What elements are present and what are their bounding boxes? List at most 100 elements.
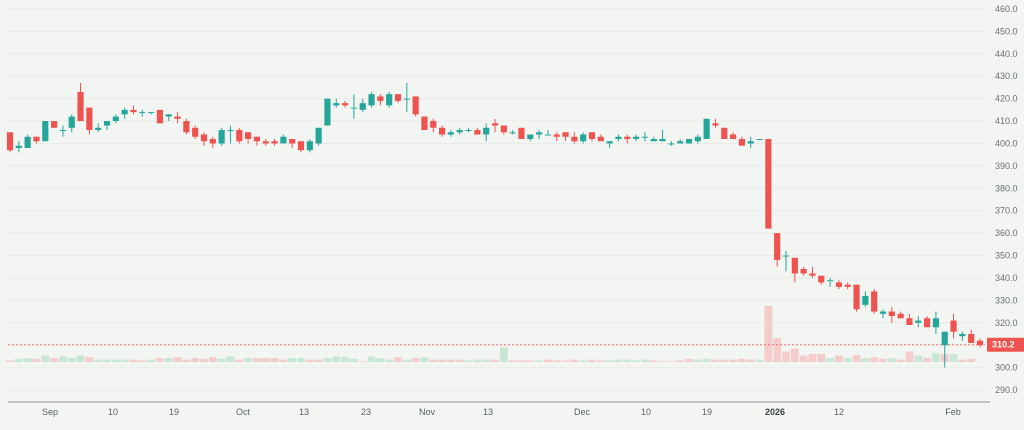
candle-body[interactable] <box>421 116 428 131</box>
candle-body[interactable] <box>553 134 560 137</box>
candle-body[interactable] <box>59 130 66 132</box>
candle-body[interactable] <box>844 284 851 287</box>
candle-body[interactable] <box>130 109 137 113</box>
candle-body[interactable] <box>465 130 472 132</box>
candle-body[interactable] <box>121 109 128 115</box>
candle-body[interactable] <box>15 145 22 148</box>
candle-body[interactable] <box>959 333 966 337</box>
candle-body[interactable] <box>33 136 40 142</box>
candle-body[interactable] <box>871 291 878 312</box>
candle-body[interactable] <box>906 318 913 326</box>
candle-body[interactable] <box>447 132 454 135</box>
candle-body[interactable] <box>809 273 816 276</box>
candle-body[interactable] <box>394 94 402 101</box>
candle-body[interactable] <box>474 130 481 135</box>
candle-body[interactable] <box>500 125 507 133</box>
candle-body[interactable] <box>659 138 666 142</box>
candle-body[interactable] <box>694 136 701 142</box>
candle-body[interactable] <box>271 141 278 144</box>
price-axis[interactable]: 460.0 450.0 440.0 430.0 420.0 410.0 400.0 390.0… <box>995 4 1018 395</box>
candle-body[interactable] <box>685 138 693 144</box>
candle-body[interactable] <box>456 130 463 133</box>
candle-body[interactable] <box>297 141 305 151</box>
candle-body[interactable] <box>509 132 516 134</box>
candle-body[interactable] <box>615 136 622 139</box>
candle-body[interactable] <box>6 132 14 151</box>
candle-body[interactable] <box>77 91 84 122</box>
candle-body[interactable] <box>139 112 146 114</box>
price-candles[interactable] <box>6 82 984 368</box>
candle-body[interactable] <box>253 136 260 142</box>
candle-body[interactable] <box>765 138 772 229</box>
candle-body[interactable] <box>800 268 807 274</box>
candle-body[interactable] <box>756 138 763 140</box>
candle-body[interactable] <box>641 136 648 138</box>
candle-body[interactable] <box>24 136 31 148</box>
candle-body[interactable] <box>412 96 419 115</box>
candle-body[interactable] <box>633 136 640 139</box>
time-axis[interactable]: Sep 10 19 Oct 13 23 Nov 13 Dec 10 19 2026 12 Feb <box>42 407 961 417</box>
candle-body[interactable] <box>932 318 939 328</box>
candle-body[interactable] <box>377 96 384 101</box>
candle-body[interactable] <box>192 127 199 137</box>
candle-body[interactable] <box>42 121 49 142</box>
candle-body[interactable] <box>483 127 490 135</box>
candle-body[interactable] <box>86 107 93 131</box>
candle-body[interactable] <box>148 112 155 114</box>
candle-body[interactable] <box>677 141 684 144</box>
candle-body[interactable] <box>518 127 525 139</box>
candle-body[interactable] <box>209 138 216 144</box>
candle-body[interactable] <box>386 94 393 106</box>
candle-body[interactable] <box>791 257 798 274</box>
candle-body[interactable] <box>862 295 869 305</box>
candle-body[interactable] <box>879 311 887 314</box>
candle-body[interactable] <box>968 333 975 343</box>
candle-body[interactable] <box>730 134 737 139</box>
candle-body[interactable] <box>350 107 357 109</box>
candle-body[interactable] <box>156 109 163 124</box>
candle-body[interactable] <box>818 275 825 283</box>
candle-body[interactable] <box>491 123 499 126</box>
candle-body[interactable] <box>774 233 781 261</box>
candle-body[interactable] <box>95 127 102 131</box>
candle-body[interactable] <box>165 114 172 117</box>
candle-body[interactable] <box>835 282 842 287</box>
candle-body[interactable] <box>218 130 225 144</box>
candle-body[interactable] <box>368 94 375 106</box>
candle-body[interactable] <box>403 98 410 100</box>
candle-body[interactable] <box>571 136 578 142</box>
candle-body[interactable] <box>588 132 596 139</box>
candle-body[interactable] <box>597 136 604 142</box>
candle-body[interactable] <box>430 121 437 128</box>
candle-body[interactable] <box>236 130 243 142</box>
candle-body[interactable] <box>888 311 895 317</box>
candle-body[interactable] <box>668 143 675 145</box>
candle-body[interactable] <box>280 136 287 144</box>
candle-body[interactable] <box>915 320 922 323</box>
candle-body[interactable] <box>827 280 834 282</box>
candle-body[interactable] <box>227 130 234 132</box>
candle-body[interactable] <box>897 313 904 319</box>
candle-body[interactable] <box>738 138 745 146</box>
candle-body[interactable] <box>245 132 252 139</box>
candle-body[interactable] <box>712 123 719 126</box>
candle-body[interactable] <box>580 134 587 142</box>
candle-body[interactable] <box>606 141 613 144</box>
candle-body[interactable] <box>650 138 657 142</box>
candle-body[interactable] <box>359 103 366 110</box>
candle-body[interactable] <box>527 134 534 139</box>
candle-body[interactable] <box>439 127 446 135</box>
candle-body[interactable] <box>183 121 190 133</box>
candle-body[interactable] <box>103 121 111 126</box>
candle-body[interactable] <box>853 284 860 310</box>
candle-body[interactable] <box>950 320 957 332</box>
candle-body[interactable] <box>342 103 349 106</box>
candle-body[interactable] <box>624 136 631 139</box>
candle-body[interactable] <box>51 121 58 128</box>
candle-body[interactable] <box>112 116 119 122</box>
candle-body[interactable] <box>306 141 313 151</box>
candle-body[interactable] <box>976 340 984 346</box>
candle-body[interactable] <box>315 127 322 144</box>
candle-body[interactable] <box>782 255 790 257</box>
